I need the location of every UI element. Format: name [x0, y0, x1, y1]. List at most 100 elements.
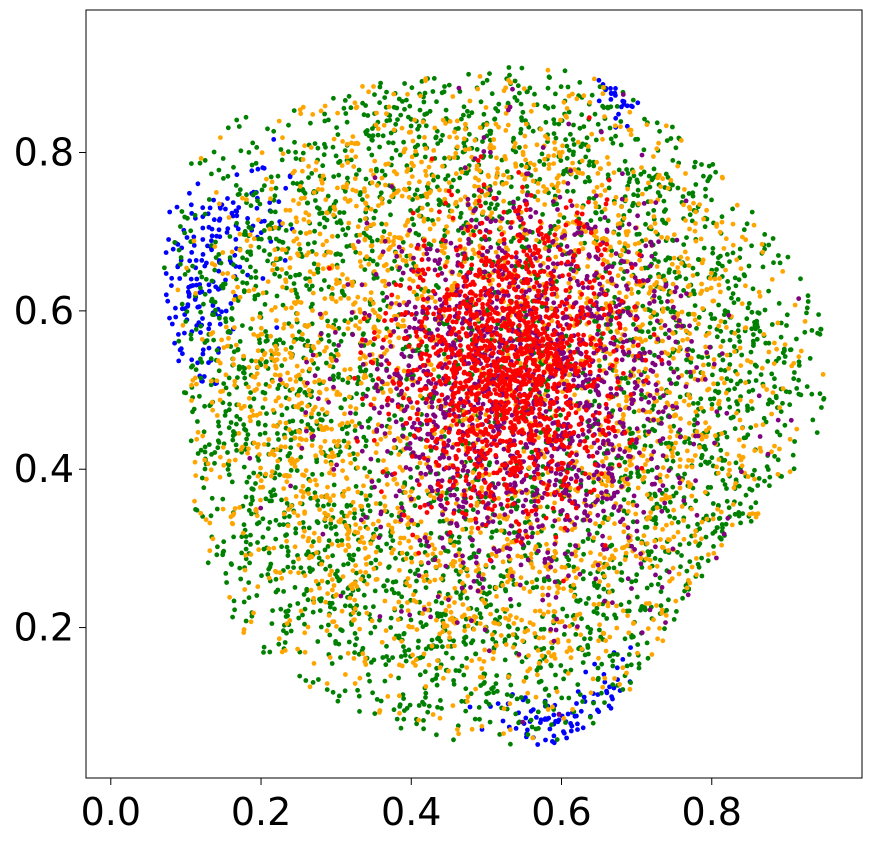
scatter-point — [371, 276, 377, 281]
scatter-point — [601, 257, 607, 263]
scatter-point — [471, 193, 477, 199]
scatter-point — [421, 578, 427, 584]
scatter-point — [572, 713, 578, 719]
scatter-point — [577, 597, 583, 603]
scatter-point — [345, 326, 351, 331]
scatter-point — [614, 104, 620, 109]
scatter-point — [206, 282, 212, 288]
scatter-point — [255, 198, 260, 204]
scatter-point — [458, 569, 464, 575]
scatter-point — [415, 465, 420, 470]
scatter-point — [303, 678, 309, 683]
scatter-point — [368, 168, 374, 173]
scatter-point — [762, 307, 768, 313]
scatter-point — [311, 539, 316, 545]
scatter-point — [494, 688, 500, 694]
scatter-point — [268, 186, 274, 192]
scatter-point — [234, 448, 240, 453]
scatter-point — [288, 467, 294, 473]
scatter-point — [409, 85, 415, 91]
scatter-point — [712, 276, 718, 282]
scatter-point — [735, 381, 740, 387]
scatter-point — [376, 478, 382, 483]
scatter-point — [751, 222, 757, 228]
scatter-point — [423, 695, 428, 700]
scatter-point — [357, 709, 362, 714]
scatter-point — [774, 429, 780, 435]
scatter-point — [209, 452, 214, 457]
scatter-point — [193, 507, 198, 512]
scatter-point — [405, 91, 410, 97]
scatter-point — [421, 726, 426, 732]
scatter-point — [664, 473, 670, 479]
scatter-point — [372, 711, 378, 716]
scatter-point — [221, 345, 227, 350]
scatter-point — [818, 326, 824, 332]
scatter-point — [298, 565, 304, 571]
scatter-point — [246, 580, 252, 585]
scatter-point — [478, 530, 483, 535]
scatter-point — [366, 133, 372, 139]
scatter-point — [295, 294, 300, 300]
scatter-point — [320, 173, 326, 179]
scatter-point — [278, 606, 284, 612]
scatter-point — [273, 185, 279, 191]
scatter-point — [291, 281, 297, 286]
scatter-point — [483, 494, 488, 500]
scatter-point — [369, 239, 375, 244]
scatter-point — [367, 416, 373, 422]
scatter-point — [279, 497, 284, 503]
scatter-point — [741, 272, 747, 277]
scatter-point — [507, 208, 512, 214]
scatter-point — [770, 390, 776, 395]
scatter-point — [416, 134, 422, 140]
scatter-point — [423, 173, 429, 178]
scatter-point — [314, 419, 320, 424]
scatter-point — [353, 105, 359, 111]
scatter-point — [256, 421, 261, 427]
scatter-point — [566, 638, 571, 644]
scatter-point — [436, 197, 442, 203]
scatter-point — [201, 301, 206, 307]
scatter-point — [693, 539, 698, 545]
scatter-point — [211, 149, 217, 155]
scatter-point — [534, 584, 540, 590]
scatter-point — [456, 540, 461, 545]
scatter-point — [206, 326, 212, 332]
scatter-point — [439, 600, 445, 606]
scatter-point — [217, 315, 222, 321]
scatter-point — [405, 232, 410, 238]
scatter-point — [551, 117, 557, 122]
scatter-point — [297, 500, 303, 506]
scatter-point — [326, 622, 331, 628]
scatter-point — [388, 212, 393, 218]
scatter-point — [699, 536, 704, 542]
scatter-point — [208, 382, 214, 388]
scatter-point — [727, 337, 733, 343]
scatter-point — [333, 347, 339, 353]
scatter-point — [422, 90, 428, 96]
scatter-point — [735, 297, 741, 302]
scatter-point — [679, 309, 685, 315]
scatter-point — [199, 475, 205, 481]
scatter-point — [354, 570, 359, 576]
scatter-point — [340, 377, 346, 383]
scatter-point — [676, 348, 681, 354]
scatter-point — [633, 553, 639, 559]
scatter-point — [395, 294, 401, 300]
scatter-point — [583, 601, 589, 606]
scatter-point — [575, 727, 580, 732]
scatter-point — [523, 715, 529, 721]
scatter-point — [446, 668, 451, 674]
scatter-point — [305, 624, 311, 630]
scatter-point — [447, 635, 452, 640]
scatter-point — [434, 672, 440, 678]
scatter-point — [641, 533, 647, 539]
scatter-point — [374, 166, 379, 172]
scatter-point — [209, 278, 215, 284]
scatter-point — [299, 419, 304, 424]
scatter-point — [302, 528, 307, 534]
scatter-point — [410, 405, 415, 411]
scatter-point — [336, 374, 341, 380]
scatter-point — [566, 147, 572, 153]
